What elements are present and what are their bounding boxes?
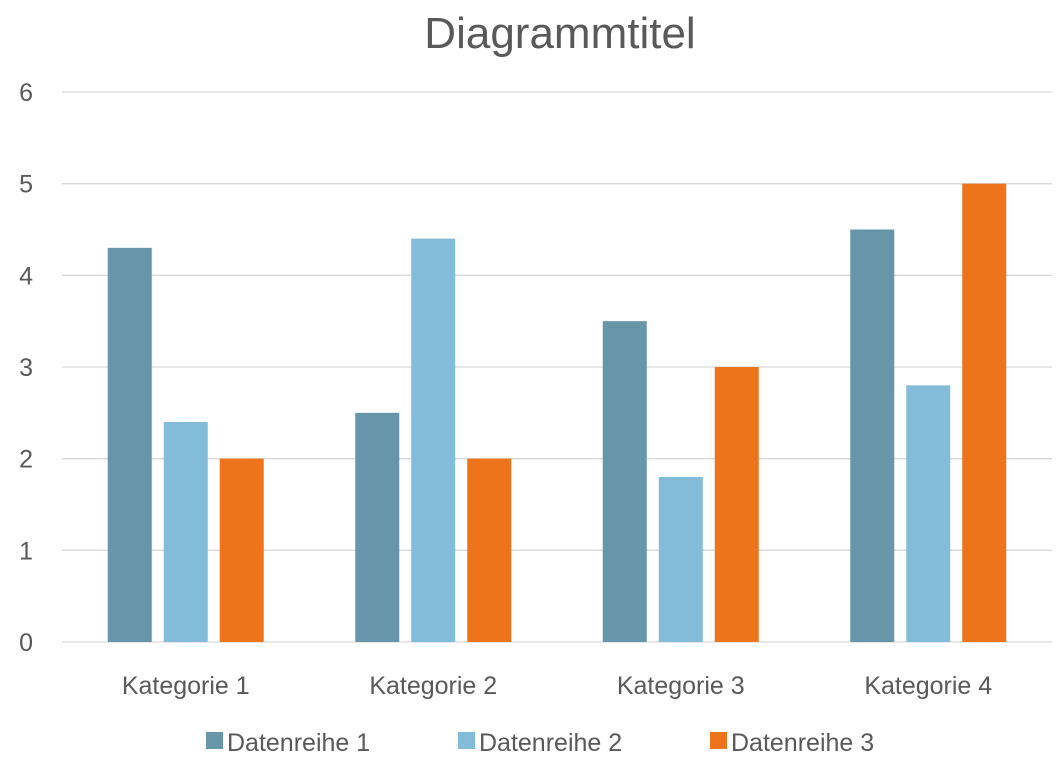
- bars: [107, 183, 1007, 643]
- bar-series1-cat2: [355, 412, 400, 642]
- legend-swatch: [710, 732, 727, 749]
- bar-series2-cat3: [658, 477, 703, 642]
- legend-label: Datenreihe 3: [731, 729, 874, 754]
- chart-title: Diagrammtitel: [424, 9, 695, 58]
- y-axis-ticks: 0 1 2 3 4 5 6: [19, 79, 33, 657]
- bar-series3-cat4: [962, 183, 1007, 642]
- y-tick-label: 1: [19, 537, 33, 565]
- legend-swatch: [206, 732, 223, 749]
- y-tick-label: 4: [19, 262, 33, 290]
- bar-series1-cat1: [107, 247, 152, 643]
- bar-series3-cat2: [467, 458, 512, 642]
- x-category-label: Kategorie 3: [617, 672, 745, 700]
- legend: Datenreihe 1 Datenreihe 2 Datenreihe 3: [206, 729, 874, 757]
- bar-series1-cat3: [602, 321, 647, 642]
- y-tick-label: 5: [19, 171, 33, 199]
- x-axis-categories: Kategorie 1 Kategorie 2 Kategorie 3 Kategor…: [122, 672, 992, 700]
- legend-label: Datenreihe 2: [479, 729, 622, 754]
- y-tick-label: 0: [19, 629, 33, 657]
- x-category-label: Kategorie 1: [122, 672, 250, 700]
- gridlines: [62, 91, 1052, 643]
- bar-series2-cat2: [411, 238, 456, 642]
- bar-series2-cat4: [906, 385, 951, 642]
- x-category-label: Kategorie 4: [864, 672, 992, 700]
- bar-series3-cat3: [714, 367, 759, 642]
- legend-swatch: [458, 732, 475, 749]
- bar-series1-cat4: [850, 229, 895, 642]
- y-tick-label: 2: [19, 446, 33, 474]
- bar-series3-cat1: [219, 458, 264, 642]
- y-tick-label: 6: [19, 79, 33, 107]
- x-category-label: Kategorie 2: [369, 672, 497, 700]
- y-tick-label: 3: [19, 354, 33, 382]
- bar-series2-cat1: [163, 422, 208, 642]
- legend-label: Datenreihe 1: [227, 729, 370, 754]
